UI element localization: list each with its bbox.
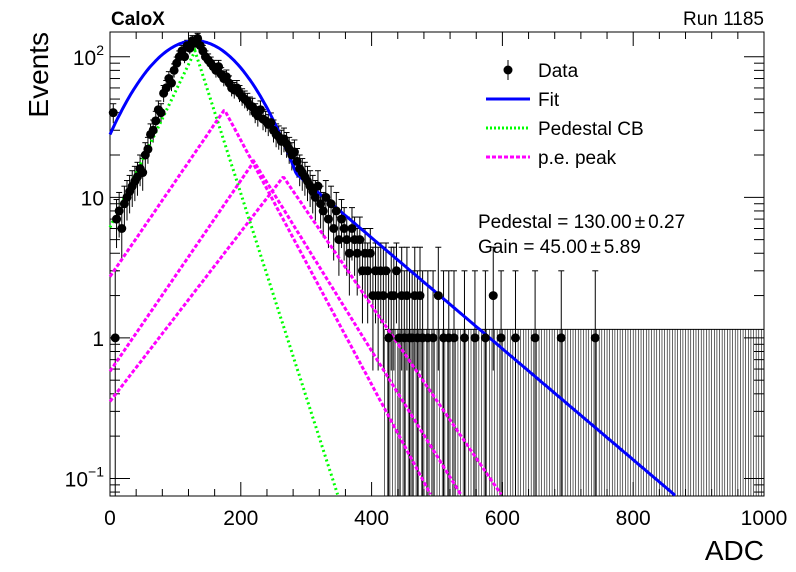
data-point [510, 333, 520, 343]
x-tick-label: 600 [485, 507, 520, 530]
data-point [289, 147, 299, 157]
data-point [266, 118, 276, 128]
y-tick-label: 1 [92, 328, 104, 351]
data-point [143, 144, 153, 154]
data-point [313, 181, 323, 191]
data-point [381, 266, 391, 276]
data-point [318, 206, 328, 216]
data-point [326, 199, 336, 209]
data-point [449, 333, 459, 343]
x-tick-label: 400 [354, 507, 389, 530]
data-point [255, 105, 265, 115]
data-point [151, 116, 161, 126]
experiment-label: CaloX [111, 9, 165, 30]
data-point [480, 333, 490, 343]
data-point [214, 62, 224, 72]
data-point [355, 235, 365, 245]
pe-peak-3-curve [108, 176, 503, 496]
data-point [117, 223, 127, 233]
data-point [110, 333, 120, 343]
data-point [169, 65, 179, 75]
data-point [112, 214, 122, 224]
run-label: Run 1185 [683, 9, 764, 30]
fit-result-label: Gain = 45.00 ±5.89 [478, 237, 641, 258]
data-point [590, 333, 600, 343]
data-point [148, 125, 158, 135]
data-point [180, 52, 190, 62]
data-point [342, 235, 352, 245]
data-point [166, 78, 176, 88]
data-point [344, 248, 354, 258]
x-tick-label: 0 [104, 507, 116, 530]
fit-curve [108, 39, 677, 497]
data-point [334, 235, 344, 245]
data-point [470, 333, 480, 343]
data-point [378, 291, 388, 301]
data-point [337, 214, 347, 224]
data-point [384, 333, 394, 343]
data-point [365, 248, 375, 258]
data-point [556, 333, 566, 343]
x-tick-label: 800 [616, 507, 651, 530]
y-tick-label: 10−1 [65, 463, 105, 491]
legend-label: Data [538, 61, 579, 82]
pe-peak-1-curve [108, 109, 432, 496]
data-point [114, 206, 124, 216]
data-point [415, 291, 425, 301]
fit-results: Pedestal = 130.00 ±0.27 Gain = 45.00 ±5.89 [478, 212, 685, 258]
data-point [323, 214, 333, 224]
legend: Data Fit Pedestal CB p.e. peak [486, 60, 644, 169]
data-point [321, 192, 331, 202]
data-point [156, 108, 166, 118]
fit-result-label: Pedestal = 130.00 ±0.27 [478, 212, 685, 233]
data-point [459, 333, 469, 343]
x-axis-title: ADC [705, 535, 764, 566]
data-point [138, 168, 148, 178]
data-point [363, 266, 373, 276]
data-point [310, 192, 320, 202]
data-point [316, 199, 326, 209]
legend-label: Pedestal CB [538, 119, 644, 140]
data-point [352, 248, 362, 258]
y-axis-title: Events [23, 32, 54, 118]
x-tick-label: 200 [223, 507, 258, 530]
x-tick-label: 1000 [741, 507, 788, 530]
data-point [389, 291, 399, 301]
y-tick-label: 10 [81, 187, 104, 210]
legend-data-marker [503, 65, 513, 75]
data-point [347, 223, 357, 233]
legend-label: Fit [538, 90, 560, 111]
data-point [339, 223, 349, 233]
legend-label: p.e. peak [538, 148, 617, 169]
data-point [402, 291, 412, 301]
y-tick-label: 102 [73, 42, 104, 70]
data-point [193, 33, 203, 43]
data-point [433, 291, 443, 301]
data-point [108, 108, 118, 118]
data-point [530, 333, 540, 343]
data-point [428, 333, 438, 343]
data-point [329, 223, 339, 233]
data-point [292, 156, 302, 166]
data-point [331, 206, 341, 216]
data-point [391, 266, 401, 276]
data-point [496, 333, 506, 343]
pe-peak-2-curve [108, 158, 462, 495]
data-point [488, 291, 498, 301]
